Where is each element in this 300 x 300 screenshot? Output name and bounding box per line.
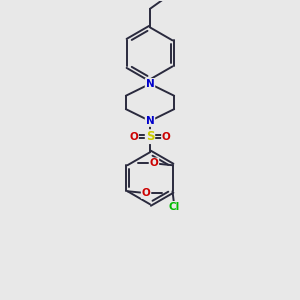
Text: N: N — [146, 116, 154, 126]
Text: S: S — [146, 130, 154, 143]
Text: O: O — [162, 132, 171, 142]
Text: O: O — [129, 132, 138, 142]
Text: O: O — [142, 188, 150, 198]
Text: N: N — [146, 79, 154, 89]
Text: O: O — [150, 158, 158, 168]
Text: Cl: Cl — [169, 202, 180, 212]
